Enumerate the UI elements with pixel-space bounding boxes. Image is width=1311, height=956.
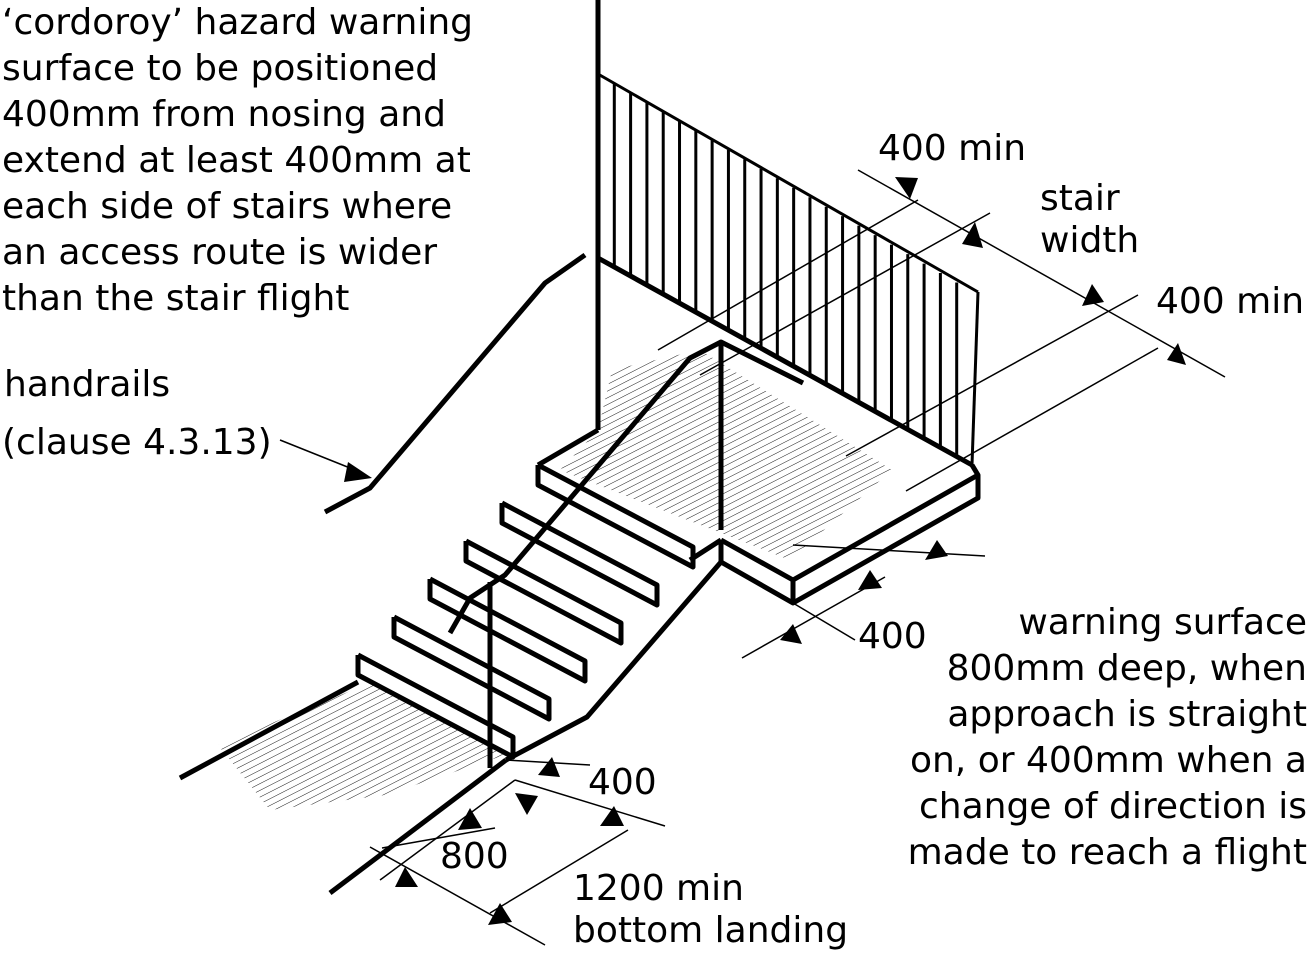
balustrade xyxy=(596,72,980,468)
top-warning-surface xyxy=(560,350,892,560)
arrow-400-bottom-b xyxy=(515,793,538,815)
arrow-800-b xyxy=(458,808,482,830)
stringer xyxy=(504,537,724,763)
handrail-centre xyxy=(447,339,805,768)
stair-step xyxy=(427,576,588,684)
handrail-left xyxy=(323,252,587,515)
stair-step xyxy=(535,462,696,570)
warning-surface-note: warning surface 800mm deep, when approac… xyxy=(907,602,1307,873)
arrow-400-landing-a xyxy=(925,540,948,560)
dim-400-min-top: 400 min xyxy=(878,128,1027,169)
dim-1200-min: 1200 min xyxy=(573,868,744,909)
bottom-warning-surface xyxy=(218,683,505,810)
dimension-lines xyxy=(369,169,1226,946)
arrow-1200-b xyxy=(488,903,512,925)
arrow-1200-a xyxy=(600,806,624,826)
dim-stair-label: stair xyxy=(1040,178,1120,219)
stair-step xyxy=(463,538,624,646)
stair-step xyxy=(499,500,660,608)
arrow-400-right-a xyxy=(1082,284,1104,306)
bottom-landing xyxy=(178,679,508,895)
arrow-400-landing-b xyxy=(858,570,882,590)
dim-400-landing: 400 xyxy=(858,616,927,657)
arrow-400-top-b xyxy=(962,222,983,248)
arrow-400-top-a xyxy=(895,177,918,199)
arrow-400-landing-c xyxy=(780,624,802,644)
arrow-800-a xyxy=(395,867,418,887)
dim-400-bottom: 400 xyxy=(588,762,657,803)
dimension-arrows xyxy=(395,177,1186,925)
dim-800: 800 xyxy=(440,836,509,877)
dim-width-label: width xyxy=(1040,220,1140,261)
top-landing xyxy=(536,427,981,606)
cordoroy-note: ‘cordoroy’ hazard warning surface to be … xyxy=(2,2,473,319)
dim-400-min-right: 400 min xyxy=(1156,281,1305,322)
handrails-clause: (clause 4.3.13) xyxy=(2,422,272,463)
dim-bottom-landing: bottom landing xyxy=(573,910,849,951)
handrails-label: handrails xyxy=(4,364,171,405)
stair-step xyxy=(391,614,552,722)
arrow-400-bottom-a xyxy=(538,757,560,777)
arrow-400-right-b xyxy=(1167,343,1186,365)
handrails-leader xyxy=(279,439,372,482)
